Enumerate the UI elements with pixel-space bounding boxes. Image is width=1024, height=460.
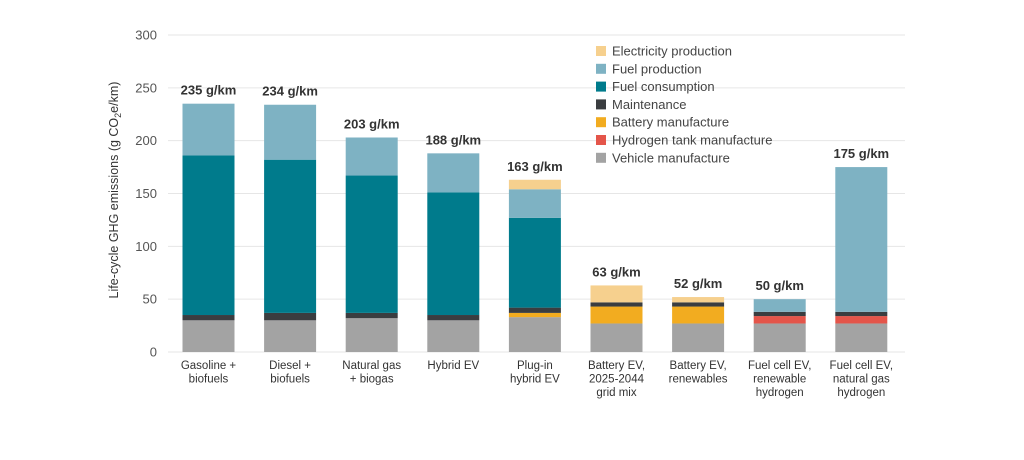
bar-segment [182,320,235,352]
legend-swatch [596,152,606,163]
bar-segment [264,104,317,160]
bar-segment [182,103,235,156]
x-category-label: Fuel cell EV, natural gas hydrogen [830,360,894,399]
x-category-label: Hybrid EV [427,360,479,372]
bar-segment [427,153,480,193]
y-tick-label: 250 [135,80,157,95]
bar-segment [590,306,643,324]
y-tick-label: 150 [135,186,157,201]
bar-total-label: 163 g/km [507,159,563,174]
bar-segment [508,189,561,218]
legend-label: Hydrogen tank manufacture [612,133,772,148]
x-category-label: Fuel cell EV, renewable hydrogen [748,360,812,399]
x-category-label: Diesel + biofuels [269,360,311,386]
bar-segment [508,312,561,318]
bar-segment [753,299,806,312]
bar-segment [264,320,317,352]
legend-swatch [596,99,606,110]
bar-segment [345,175,398,313]
bar-segment [508,317,561,352]
y-tick-label: 200 [135,133,157,148]
bar-total-label: 50 g/km [755,278,803,293]
legend-label: Fuel production [612,61,702,76]
bar-segment [672,323,725,352]
bar-segment [508,179,561,190]
bar-segment [835,316,888,324]
bar-segment [508,217,561,308]
bar-total-label: 52 g/km [674,276,722,291]
legend-swatch [596,46,606,56]
x-category-label: Plug-in hybrid EV [510,360,560,386]
bar-total-label: 188 g/km [425,132,481,147]
bar-segment [672,306,725,324]
bar-total-label: 63 g/km [592,264,640,279]
legend-label: Maintenance [612,97,686,112]
bar-segment [345,312,398,319]
x-axis-category-labels: Gasoline + biofuels Diesel + biofuels Natura… [181,360,893,399]
bar-segment [590,285,643,303]
bar-total-label: 203 g/km [344,116,400,131]
bars [182,103,888,352]
bar-total-label: 175 g/km [833,146,889,161]
legend-swatch [596,63,606,74]
y-tick-label: 0 [150,345,157,360]
legend-swatch [596,117,606,128]
bar-segment [345,318,398,352]
bar-segment [835,311,888,317]
x-category-label: Natural gas + biogas [342,360,401,386]
y-tick-label: 100 [135,239,157,254]
y-axis-title: Life-cycle GHG emissions (g CO2e/km) [107,82,123,299]
y-tick-label: 50 [143,292,157,307]
legend-label: Battery manufacture [612,115,729,130]
bar-segment [835,167,888,312]
bar-segment [672,297,725,303]
bar-segment [753,323,806,352]
legend-swatch [596,81,606,92]
x-category-label: Gasoline + biofuels [181,360,237,386]
bar-segment [264,312,317,321]
bar-segment [427,192,480,316]
bar-segment [508,307,561,313]
x-category-label: Battery EV, renewables [669,360,728,386]
legend-label: Electricity production [612,44,732,59]
legend-label: Fuel consumption [612,79,715,94]
x-category-label: Battery EV, 2025-2044 grid mix [588,360,645,399]
bar-total-labels: 235 g/km 234 g/km 203 g/km 188 g/km 163 g/km… [181,83,889,293]
bar-segment [672,302,725,307]
bar-segment [264,159,317,313]
bar-segment [182,155,235,316]
bar-segment [590,323,643,352]
bar-segment [427,315,480,321]
bar-total-label: 234 g/km [262,84,318,99]
y-tick-label: 300 [135,28,157,43]
y-axis-tick-labels: 0 50 100 150 200 250 300 [135,28,157,360]
bar-segment [182,315,235,321]
bar-total-label: 235 g/km [181,83,237,98]
legend-swatch [596,135,606,145]
bar-segment [753,316,806,324]
bar-segment [835,323,888,352]
bar-segment [753,311,806,317]
legend: Electricity production Fuel production Fue… [596,44,772,165]
bar-segment [427,320,480,352]
bar-segment [590,302,643,307]
bar-segment [345,137,398,176]
legend-label: Vehicle manufacture [612,150,730,165]
